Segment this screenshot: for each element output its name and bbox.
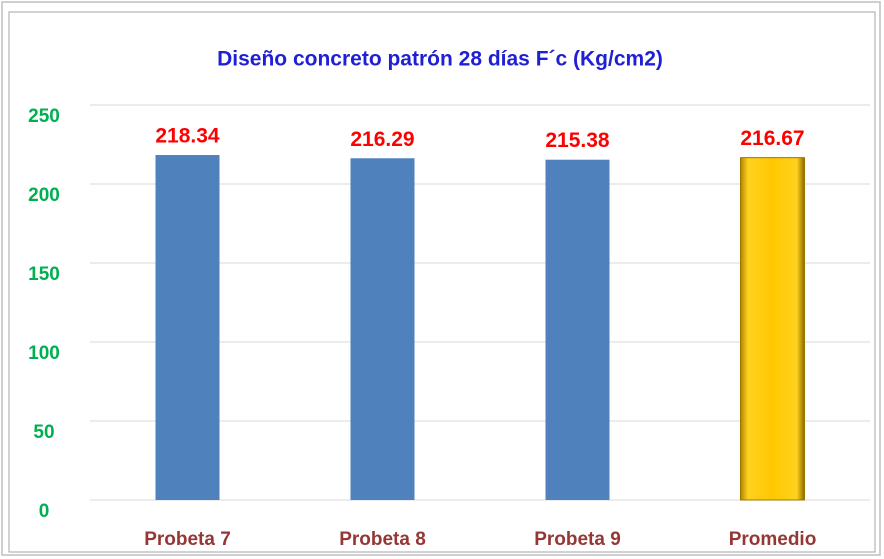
data-label: 218.34 [155, 125, 220, 148]
y-tick-label: 0 [39, 501, 50, 522]
chart-frame [8, 11, 876, 553]
data-label: 216.29 [350, 128, 414, 151]
x-tick-label: Probeta 8 [339, 529, 426, 550]
chart-title: Diseño concreto patrón 28 días F´c (Kg/c… [217, 48, 663, 71]
x-tick-label: Promedio [729, 529, 817, 550]
bar [350, 158, 415, 501]
bar [740, 157, 805, 501]
x-tick-label: Probeta 9 [534, 529, 621, 550]
y-tick-label: 50 [33, 422, 54, 443]
data-label: 216.67 [740, 127, 804, 150]
data-label: 215.38 [545, 129, 610, 152]
y-tick-label: 150 [28, 264, 60, 285]
bar [545, 159, 610, 501]
x-tick-label: Probeta 7 [144, 529, 231, 550]
y-tick-label: 250 [28, 106, 60, 127]
bar [155, 155, 220, 500]
y-tick-label: 100 [28, 343, 60, 364]
y-tick-label: 200 [28, 185, 60, 206]
